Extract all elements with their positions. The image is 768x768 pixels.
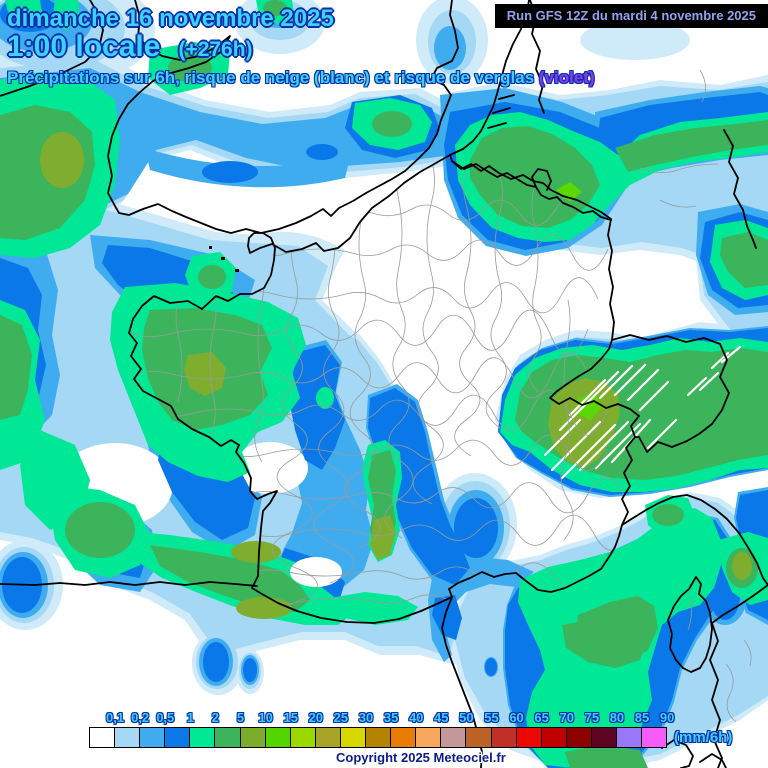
forecast-time-line: 1:00 locale (+276h) (7, 30, 253, 64)
precip-layer-5 (40, 132, 752, 619)
legend-color-box (189, 727, 216, 748)
legend-tick-label: 55 (484, 710, 499, 725)
england-coast (107, 0, 459, 234)
forecast-local-time: 1:00 locale (7, 30, 161, 63)
legend-tick-label: 80 (609, 710, 625, 725)
legend-color-box (314, 727, 341, 748)
legend-tick-label: 85 (634, 710, 650, 725)
legend-tick-label: 35 (383, 710, 399, 725)
legend-tick-label: 70 (559, 710, 574, 725)
legend-tick-label: 30 (358, 710, 374, 725)
swiss-south-border (634, 343, 730, 453)
legend-color-box (540, 727, 567, 748)
legend-color-box (590, 727, 617, 748)
legend-color-box (339, 727, 367, 748)
legend-tick-label: 10 (258, 710, 273, 725)
legend-tick-label: 20 (308, 710, 324, 725)
forecast-hour-offset: (+276h) (178, 38, 253, 61)
legend-color-box (465, 727, 492, 748)
legend-tick-label: 15 (283, 710, 298, 725)
sardinia-coast (661, 739, 727, 768)
legend-unit-label: (mm/6h) (674, 729, 733, 746)
copyright-notice: Copyright 2025 Meteociel.fr (336, 750, 506, 765)
legend-tick-label: 40 (408, 710, 424, 725)
netherlands-coast (449, 0, 530, 156)
model-run-banner: Run GFS 12Z du mardi 4 novembre 2025 (494, 4, 768, 28)
legend-color-box (365, 727, 392, 748)
foreign-admin-borders (639, 69, 752, 723)
italy-riviera-coast (621, 494, 768, 586)
legend-tick-label: 45 (434, 710, 449, 725)
legend-tick-label: 50 (459, 710, 474, 725)
legend-tick-labels: 0,1 0,2 0,5 1 2 5 10 15 20 25 30 35 40 45 50 55 60 65 70 75… (90, 710, 674, 725)
legend-tick-label: 0,2 (131, 710, 150, 725)
rhine-germany (723, 129, 757, 249)
map-subtitle: Précipitations sur 6h, risque de neige (… (7, 68, 595, 88)
legend-color-box (214, 727, 241, 748)
legend-color-box (415, 727, 442, 748)
channel-islands (209, 246, 239, 272)
legend-tick-label: 65 (534, 710, 549, 725)
legend-color-box (390, 727, 417, 748)
legend-color-box (89, 727, 116, 748)
legend-color-box (565, 727, 592, 748)
spain-north-coast (0, 581, 258, 587)
legend-tick-label: 2 (211, 710, 220, 725)
legend-tick-label: 90 (659, 710, 675, 725)
department-borders (131, 157, 633, 605)
legend-color-box (139, 727, 166, 748)
luxembourg-border (531, 168, 552, 191)
legend-color-box (164, 727, 191, 748)
legend-tick-label: 75 (584, 710, 600, 725)
forecast-date: dimanche 16 novembre 2025 (7, 5, 334, 32)
legend-tick-label: 60 (509, 710, 524, 725)
snow-hatch-lines (543, 345, 742, 480)
italy-tuscany-coast (709, 584, 768, 768)
legend-tick-label: 0,1 (106, 710, 125, 725)
legend-color-box (490, 727, 517, 748)
legend-color-box (239, 727, 266, 748)
france-coast (128, 154, 640, 624)
swiss-north-border (611, 334, 721, 345)
legend-color-box (114, 727, 141, 748)
legend-tick-label: 25 (333, 710, 349, 725)
subtitle-main-text: Précipitations sur 6h, risque de neige (… (7, 68, 539, 87)
legend-color-box (515, 727, 542, 748)
legend-color-box (289, 727, 316, 748)
legend-tick-label: 5 (236, 710, 245, 725)
legend-tick-label: 1 (186, 710, 194, 725)
legend-color-box (264, 727, 291, 748)
ireland-coast (0, 0, 104, 97)
zeeland-islands (487, 94, 515, 129)
legend-color-box (641, 727, 668, 748)
subtitle-violet-word: (violet) (538, 68, 595, 87)
legend-tick-label: 0,5 (156, 710, 175, 725)
dry-hole-sw (290, 557, 342, 587)
corsica-coast (667, 576, 713, 673)
legend-color-box (440, 727, 467, 748)
belgium-germany-border (451, 160, 612, 221)
legend-color-scale (89, 727, 668, 748)
legend-color-box (615, 727, 643, 748)
